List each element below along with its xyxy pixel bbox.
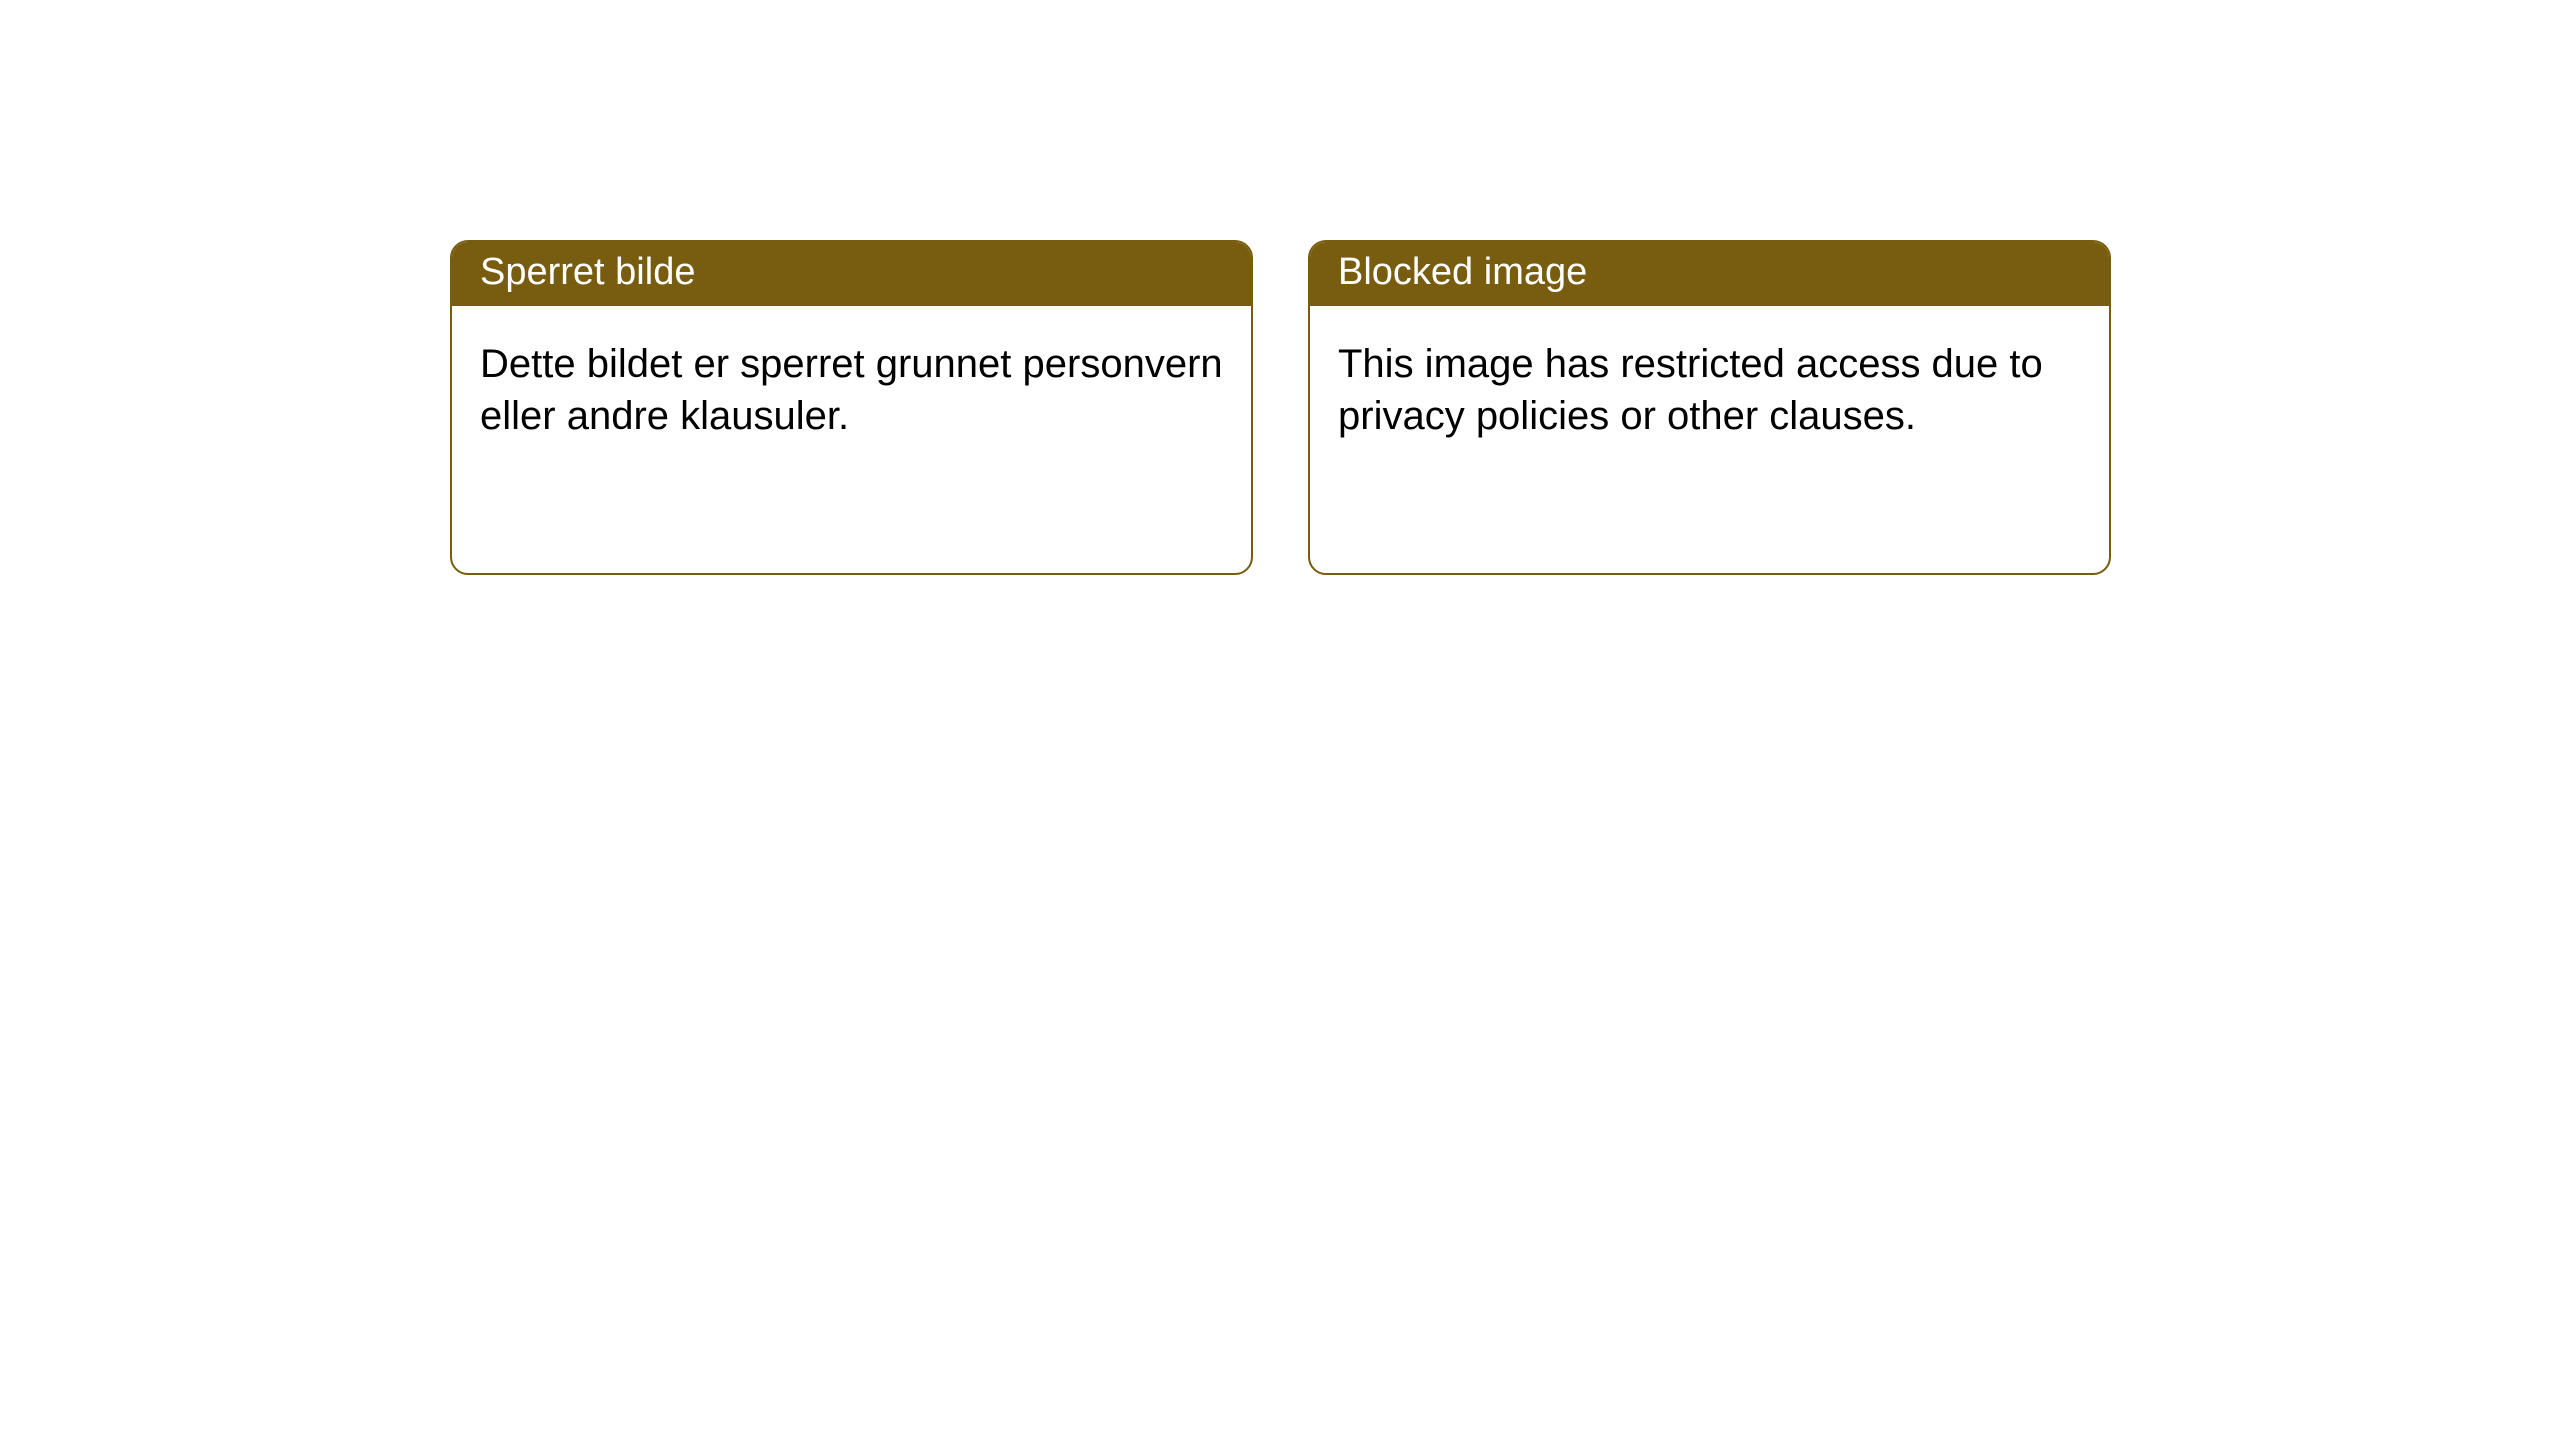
card-body-text: Dette bildet er sperret grunnet personve… <box>480 342 1223 438</box>
card-body: Dette bildet er sperret grunnet personve… <box>452 306 1251 474</box>
card-title: Sperret bilde <box>480 251 695 293</box>
card-body: This image has restricted access due to … <box>1310 306 2109 474</box>
notice-card-english: Blocked image This image has restricted … <box>1308 240 2111 575</box>
card-body-text: This image has restricted access due to … <box>1338 342 2043 438</box>
card-title: Blocked image <box>1338 251 1587 293</box>
notice-card-norwegian: Sperret bilde Dette bildet er sperret gr… <box>450 240 1253 575</box>
card-header: Sperret bilde <box>452 242 1251 306</box>
card-header: Blocked image <box>1310 242 2109 306</box>
notice-container: Sperret bilde Dette bildet er sperret gr… <box>0 0 2560 575</box>
